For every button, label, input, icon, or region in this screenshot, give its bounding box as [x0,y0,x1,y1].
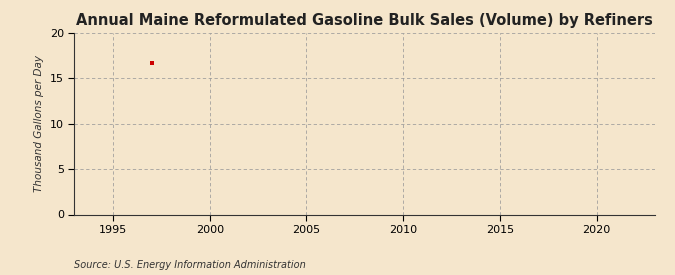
Text: Source: U.S. Energy Information Administration: Source: U.S. Energy Information Administ… [74,260,306,270]
Y-axis label: Thousand Gallons per Day: Thousand Gallons per Day [34,55,44,192]
Title: Annual Maine Reformulated Gasoline Bulk Sales (Volume) by Refiners: Annual Maine Reformulated Gasoline Bulk … [76,13,653,28]
